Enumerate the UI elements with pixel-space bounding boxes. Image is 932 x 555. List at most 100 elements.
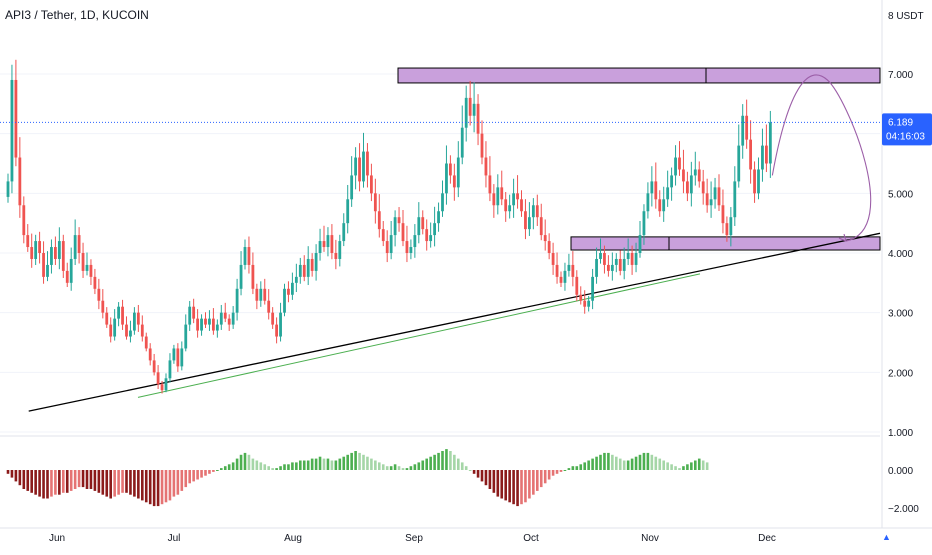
oscillator-bar: [370, 458, 373, 470]
oscillator-bar: [603, 452, 606, 470]
candle-body: [686, 181, 689, 194]
oscillator-bar: [705, 462, 709, 470]
time-axis-month-label: Jul: [168, 533, 181, 544]
price-axis-currency-label: 8 USDT: [888, 11, 924, 22]
candle-body: [421, 217, 425, 230]
oscillator-bar: [492, 470, 496, 493]
candle-body: [117, 306, 120, 319]
candle-body: [287, 288, 290, 295]
candle-body: [603, 253, 606, 265]
oscillator-bar: [259, 462, 263, 470]
candle-body: [105, 312, 109, 325]
oscillator-bar: [670, 464, 673, 470]
oscillator-bar: [405, 468, 409, 470]
oscillator-bar: [81, 470, 85, 488]
candle-body: [614, 258, 618, 265]
oscillator-bar: [555, 470, 559, 474]
time-axis-month-label: Sep: [405, 533, 423, 544]
candle-body: [433, 223, 436, 236]
oscillator-bar: [571, 466, 575, 470]
candle-body: [658, 199, 662, 212]
candle-body: [591, 276, 594, 301]
oscillator-bar: [591, 458, 594, 470]
oscillator-bar: [611, 454, 614, 470]
candle-body: [342, 223, 346, 242]
oscillator-bar: [109, 470, 112, 499]
oscillator-bar: [449, 451, 452, 470]
candle-body: [484, 157, 488, 176]
oscillator-bar: [263, 464, 267, 470]
oscillator-bar: [223, 466, 227, 470]
candle-body: [366, 151, 369, 176]
candle-body: [97, 288, 101, 301]
candle-body: [243, 247, 247, 265]
oscillator-bar: [204, 470, 207, 476]
candle-body: [46, 264, 49, 277]
candle-body: [255, 288, 259, 301]
oscillator-bar: [188, 470, 191, 484]
oscillator-bar: [445, 449, 448, 470]
candle-body: [682, 169, 685, 182]
candle-body: [539, 217, 543, 236]
candle-body: [34, 241, 38, 259]
candle-body: [437, 211, 440, 224]
candle-body: [500, 187, 504, 200]
candle-body: [259, 288, 263, 301]
candle-body: [350, 175, 354, 200]
oscillator-bar: [488, 470, 492, 489]
oscillator-axis[interactable]: 0.000 −2.000: [0, 435, 919, 515]
candle-body: [65, 270, 69, 283]
annotation-zones: [397, 67, 881, 251]
oscillator-bar: [330, 460, 334, 470]
oscillator-bar: [38, 470, 41, 497]
candle-body: [227, 318, 231, 325]
oscillator-bar: [50, 470, 53, 497]
oscillator-bar: [58, 470, 61, 495]
candle-body: [18, 157, 22, 206]
candle-body: [125, 324, 128, 337]
candle-body: [326, 235, 330, 248]
oscillator-bar: [437, 452, 440, 470]
oscillator-bar: [378, 462, 381, 470]
oscillator-bar: [117, 470, 120, 495]
candle-body: [626, 253, 630, 259]
price-gridlines: [0, 73, 880, 433]
oscillator-bar: [283, 464, 286, 470]
candle-body: [101, 300, 105, 313]
candle-body: [413, 235, 417, 248]
candle-body: [654, 181, 658, 200]
oscillator-bar: [678, 468, 681, 470]
oscillator-bar: [543, 470, 547, 484]
oscillator-bar: [334, 460, 338, 470]
candle-body: [235, 288, 239, 313]
candle-body: [749, 139, 752, 170]
candle-body: [160, 384, 164, 391]
oscillator-bar: [508, 470, 511, 503]
current-price-value: 6.189: [888, 117, 913, 128]
price-axis[interactable]: 8 USDT7.0006.0005.0004.0003.0002.0001.00…: [881, 0, 924, 528]
candle-body: [745, 115, 749, 140]
oscillator-bar: [500, 470, 504, 499]
trendline-layer: [28, 232, 881, 412]
candle-body: [338, 241, 342, 259]
oscillator-bar: [701, 460, 705, 470]
oscillator-bar: [532, 470, 535, 495]
candle-body: [176, 348, 180, 367]
oscillator-bar: [563, 470, 567, 471]
candle-body: [405, 241, 409, 253]
current-price-badge: 6.189 04:16:03: [882, 113, 932, 146]
oscillator-bar: [200, 470, 203, 478]
candle-body: [73, 235, 77, 259]
candle-body: [397, 217, 401, 224]
time-axis[interactable]: Jun Jul Aug Sep Oct Nov Dec: [0, 527, 932, 544]
current-price-badge-box: [882, 113, 932, 146]
candle-body: [757, 169, 760, 194]
oscillator-bar: [682, 466, 685, 470]
candle-body: [109, 324, 113, 337]
candle-body: [674, 157, 677, 176]
tradingview-logo-icon[interactable]: ▲: [882, 532, 891, 542]
candle-body: [618, 258, 622, 271]
oscillator-bar: [247, 454, 251, 470]
